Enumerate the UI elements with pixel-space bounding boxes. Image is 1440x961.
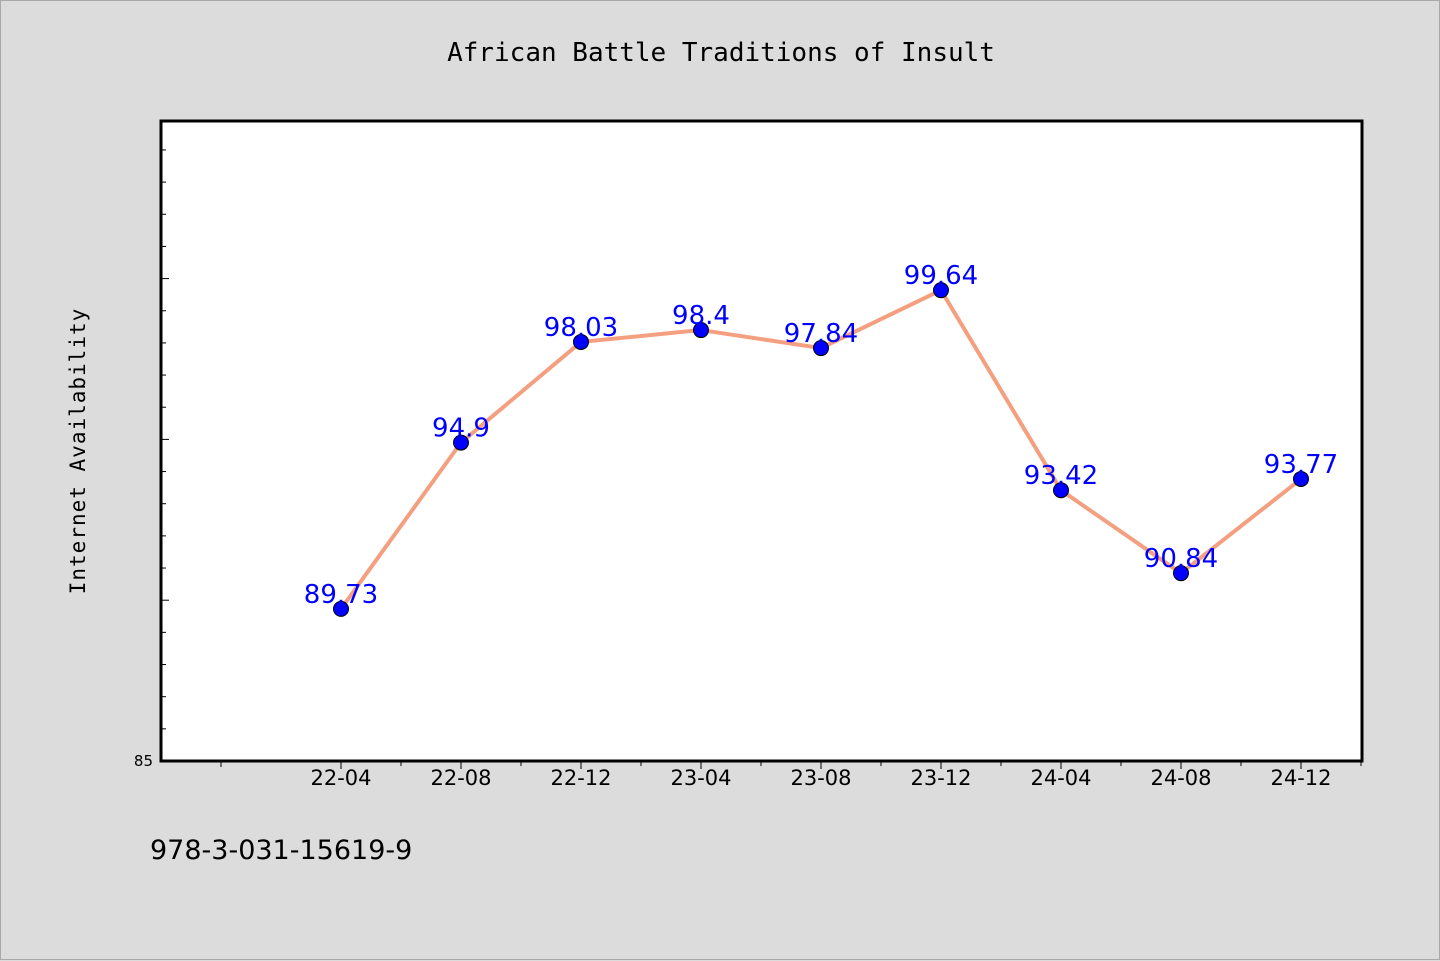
y-axis-ticks — [161, 149, 169, 762]
x-tick-label: 23-04 — [670, 766, 731, 790]
x-tick-label: 24-08 — [1150, 766, 1211, 790]
x-tick-label: 22-12 — [550, 766, 611, 790]
y-tick-label-85: 85 — [134, 752, 153, 770]
data-point — [573, 333, 589, 350]
data-point — [1173, 565, 1189, 582]
data-point — [453, 434, 469, 451]
x-tick-label: 23-12 — [910, 766, 971, 790]
data-label: 89.73 — [304, 580, 378, 610]
data-point — [1293, 470, 1309, 487]
x-axis-ticks: 22-04 22-08 22-12 23-04 23-08 23-12 24-04 24-08… — [220, 761, 1362, 790]
series-layer: 89.73 94.9 98.03 98.4 97.84 99.64 93.42 90.84 93… — [304, 261, 1338, 617]
x-tick-label: 23-08 — [790, 766, 851, 790]
data-label: 98.4 — [672, 301, 730, 331]
data-point — [813, 340, 829, 357]
data-label: 93.77 — [1264, 450, 1338, 480]
x-tick-label: 22-08 — [430, 766, 491, 790]
y-axis-label: Internet Availability — [66, 308, 90, 595]
data-label: 98.03 — [544, 313, 618, 343]
data-label: 93.42 — [1024, 461, 1098, 491]
data-label: 94.9 — [432, 414, 490, 444]
x-tick-label: 24-04 — [1030, 766, 1091, 790]
data-point — [1053, 482, 1069, 499]
data-label: 99.64 — [904, 261, 978, 291]
data-point — [933, 282, 949, 299]
footer-code: 978-3-031-15619-9 — [150, 835, 413, 866]
data-point — [693, 322, 709, 339]
chart-title: African Battle Traditions of Insult — [447, 38, 995, 68]
data-label: 97.84 — [784, 319, 858, 349]
x-tick-label: 22-04 — [310, 766, 371, 790]
x-tick-label: 24-12 — [1270, 766, 1331, 790]
data-label: 90.84 — [1144, 544, 1218, 574]
data-point — [333, 600, 349, 617]
plot-area — [159, 119, 1364, 763]
